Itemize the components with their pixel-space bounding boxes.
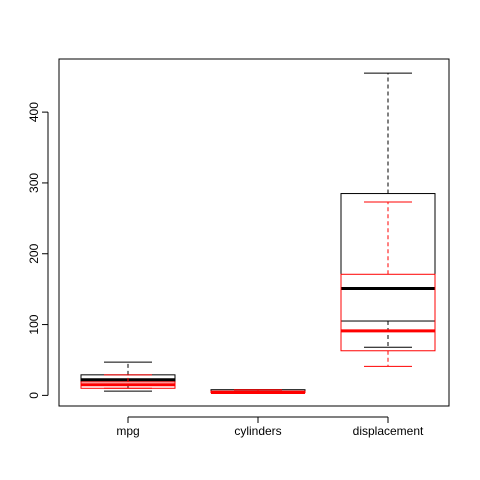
y-tick-label: 300 [27,173,41,193]
plot-area: 0 100 200 300 400 mpg cylinders displacement [27,72,436,438]
x-tick-label: displacement [353,424,424,438]
box [340,193,436,322]
y-tick-label: 400 [27,102,41,122]
y-tick-label: 100 [27,314,41,334]
x-tick-label: cylinders [234,424,281,438]
y-tick-label: 0 [27,392,41,399]
boxplot-series [80,201,436,395]
box [340,273,436,352]
x-tick-label: mpg [116,424,139,438]
plot-frame [58,58,450,407]
y-tick-label: 200 [27,243,41,263]
